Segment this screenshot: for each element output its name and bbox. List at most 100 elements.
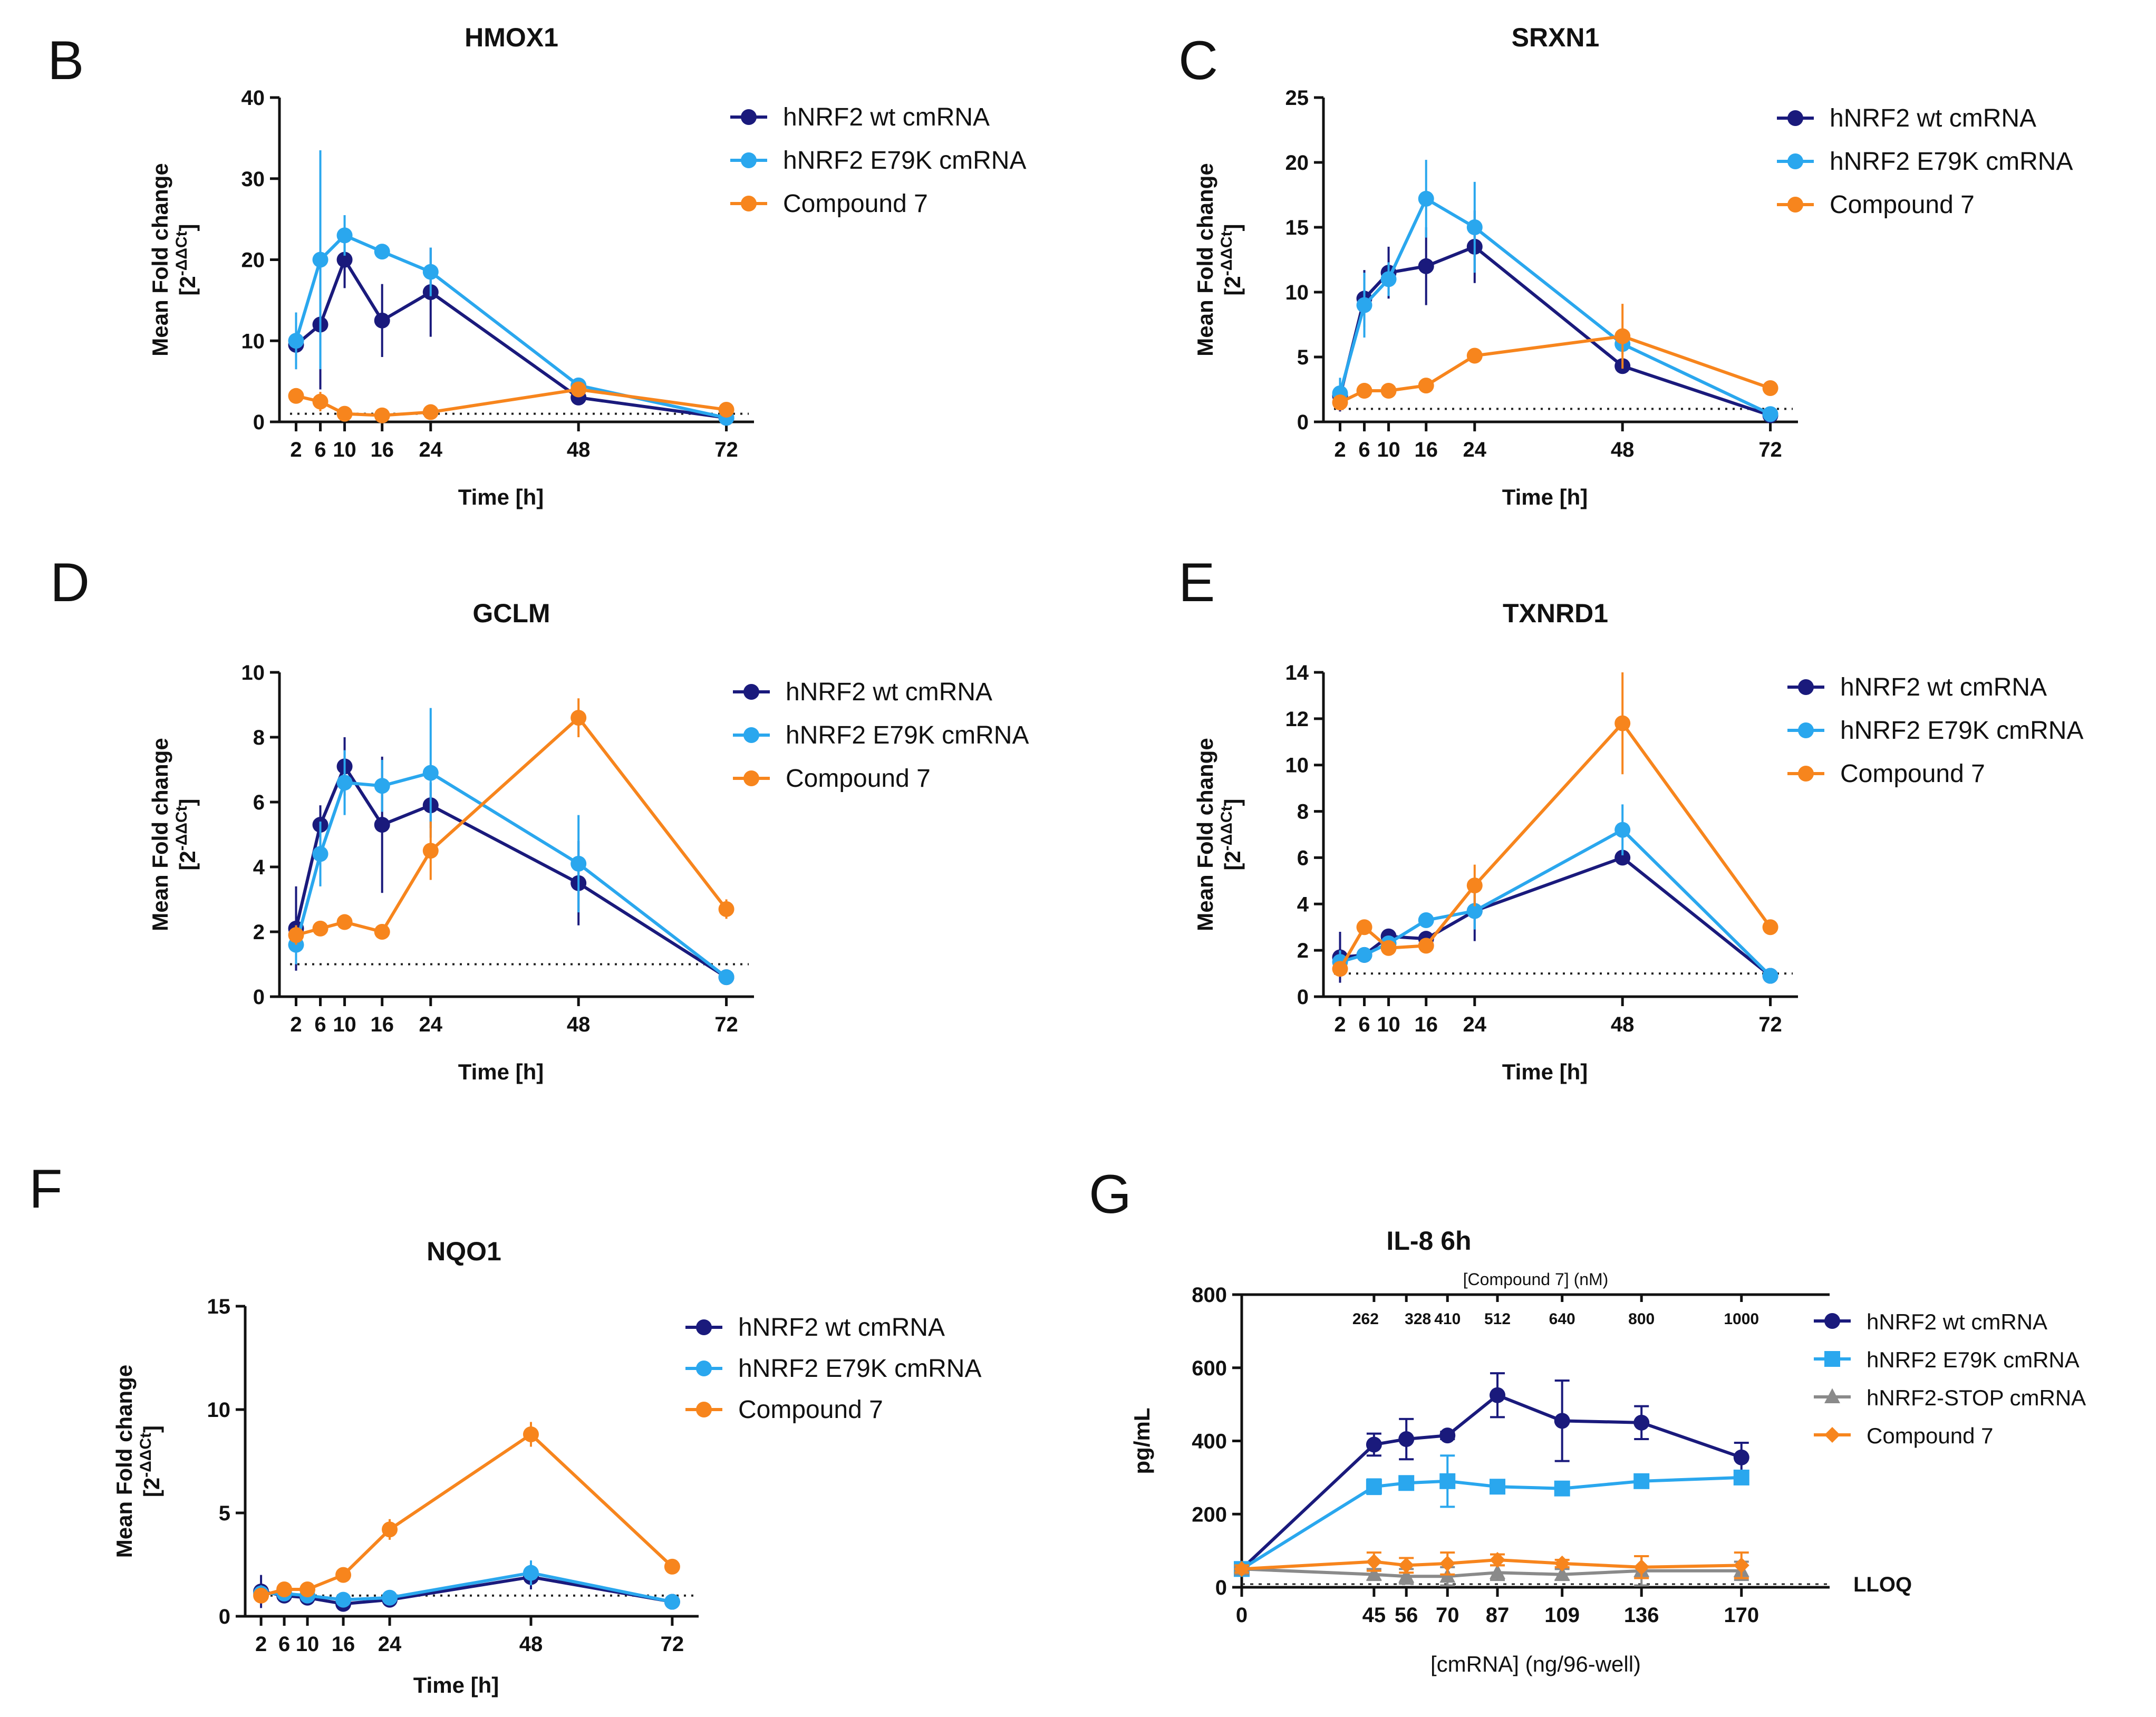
x-tick-label: 2	[255, 1633, 267, 1656]
y-tick-label: 0	[253, 411, 265, 434]
data-point	[336, 227, 353, 244]
legend-swatch-marker	[1824, 1427, 1840, 1443]
series-hnrf2-wt-cmrna	[253, 1565, 680, 1612]
legend-swatch-marker	[1787, 197, 1803, 213]
x-tick-label: 6	[314, 1013, 326, 1036]
data-point	[1366, 1479, 1382, 1495]
legend-entry: hNRF2 E79K cmRNA	[1814, 1347, 2080, 1372]
data-point	[1633, 1559, 1650, 1575]
data-point	[312, 252, 328, 268]
data-point	[1762, 380, 1778, 397]
legend-swatch-marker	[1798, 722, 1814, 738]
x-tick-label: 56	[1395, 1604, 1418, 1627]
y-tick-label: 5	[219, 1502, 230, 1525]
x-tick-label: 24	[1463, 1013, 1487, 1036]
legend-swatch-marker	[696, 1361, 712, 1376]
y-unit-close: ]	[175, 798, 200, 806]
y-tick-label: 4	[253, 856, 265, 879]
series-line	[260, 1432, 673, 1597]
data-point	[1398, 1557, 1415, 1574]
y-unit-close: ]	[1220, 224, 1245, 231]
series-line	[295, 715, 728, 937]
legend-swatch-marker	[1824, 1351, 1840, 1367]
x-tick-label: 48	[567, 1013, 591, 1036]
x-tick-label: 6	[1358, 438, 1370, 461]
data-point	[1380, 382, 1397, 399]
legend-swatch-marker	[741, 109, 757, 125]
legend-entry: hNRF2 wt cmRNA	[730, 103, 990, 131]
legend-entry: Compound 7	[685, 1396, 883, 1424]
data-point	[382, 1521, 398, 1538]
legend-entry: Compound 7	[730, 190, 928, 218]
x-tick-label: 48	[1611, 438, 1635, 461]
y-tick-label: 10	[1285, 754, 1309, 777]
legend-swatch-marker	[1798, 766, 1814, 782]
legend-entry: hNRF2 wt cmRNA	[1814, 1309, 2047, 1334]
top-tick-label: 640	[1549, 1310, 1575, 1328]
data-point	[1614, 328, 1631, 344]
data-point	[336, 775, 353, 791]
data-point	[718, 901, 734, 917]
data-point	[1614, 715, 1631, 731]
data-point	[1356, 947, 1372, 963]
data-point	[1398, 1431, 1415, 1448]
data-point	[1418, 190, 1434, 207]
x-tick-label: 70	[1436, 1604, 1459, 1627]
panel-c: C SRXN1 0 5 10 15 20 25 2 6 10 16 24 48 72 Time [h] Mean…	[1178, 23, 2073, 509]
legend-label: hNRF2-STOP cmRNA	[1867, 1385, 2086, 1410]
y-tick-label: 6	[253, 791, 265, 814]
series-hnrf2-e79k-cmrna	[1332, 160, 1778, 422]
legend-label: hNRF2 wt cmRNA	[738, 1314, 945, 1342]
x-axis-label: Time [h]	[458, 485, 544, 509]
x-tick-label: 10	[333, 1013, 356, 1036]
data-point	[1380, 271, 1397, 287]
legend-entry: hNRF2 E79K cmRNA	[1777, 148, 2073, 176]
legend-label: hNRF2 wt cmRNA	[1867, 1309, 2047, 1334]
series-line	[295, 256, 727, 420]
legend-entry: Compound 7	[1777, 191, 1975, 219]
data-point	[374, 817, 390, 833]
data-point	[335, 1591, 352, 1608]
data-point	[1418, 912, 1434, 929]
y-unit-close: ]	[175, 224, 200, 231]
data-point	[664, 1594, 680, 1610]
legend-label: Compound 7	[738, 1396, 883, 1424]
legend-label: Compound 7	[1830, 191, 1975, 219]
legend-swatch-marker	[1824, 1313, 1840, 1329]
x-axis-label: [cmRNA] (ng/96-well)	[1430, 1652, 1641, 1676]
legend-swatch-marker	[741, 152, 757, 168]
x-tick-label: 48	[519, 1633, 543, 1656]
series-line	[294, 771, 728, 979]
series-line	[294, 233, 727, 420]
x-tick-label: 48	[567, 438, 591, 461]
data-point	[1554, 1566, 1570, 1581]
series-line	[1338, 196, 1771, 416]
y-unit-base: [2	[139, 1478, 164, 1497]
data-point	[523, 1426, 539, 1443]
x-tick-label: 10	[1377, 438, 1400, 461]
data-point	[1490, 1387, 1506, 1403]
legend-label: hNRF2 wt cmRNA	[786, 678, 992, 706]
data-point	[422, 264, 439, 280]
series-hnrf2-e79k-cmrna	[1234, 1454, 1749, 1577]
y-unit-close: ]	[1220, 798, 1245, 806]
x-tick-label: 16	[1414, 438, 1438, 461]
x-tick-label: 45	[1362, 1604, 1386, 1627]
data-point	[664, 1558, 680, 1575]
legend-entry: hNRF2 wt cmRNA	[1777, 104, 2036, 132]
panel-g: G IL-8 6h 0 200 400 600 800 0 45 56 70 87 109 136 170 […	[1089, 1164, 2086, 1676]
x-tick-label: 72	[714, 438, 738, 461]
x-tick-label: 16	[370, 438, 394, 461]
data-point	[718, 401, 734, 418]
legend-entry: hNRF2 E79K cmRNA	[1787, 717, 2083, 745]
x-tick-label: 109	[1544, 1604, 1580, 1627]
y-unit-exponent: -ΔΔCt	[173, 231, 190, 276]
y-unit-base: [2	[175, 276, 200, 295]
chart-title: HMOX1	[465, 23, 558, 52]
x-tick-label: 2	[1334, 438, 1346, 461]
y-axis-label: pg/mL	[1129, 1408, 1154, 1474]
data-point	[1366, 1566, 1382, 1581]
y-tick-label: 40	[241, 86, 265, 110]
data-point	[374, 924, 390, 940]
